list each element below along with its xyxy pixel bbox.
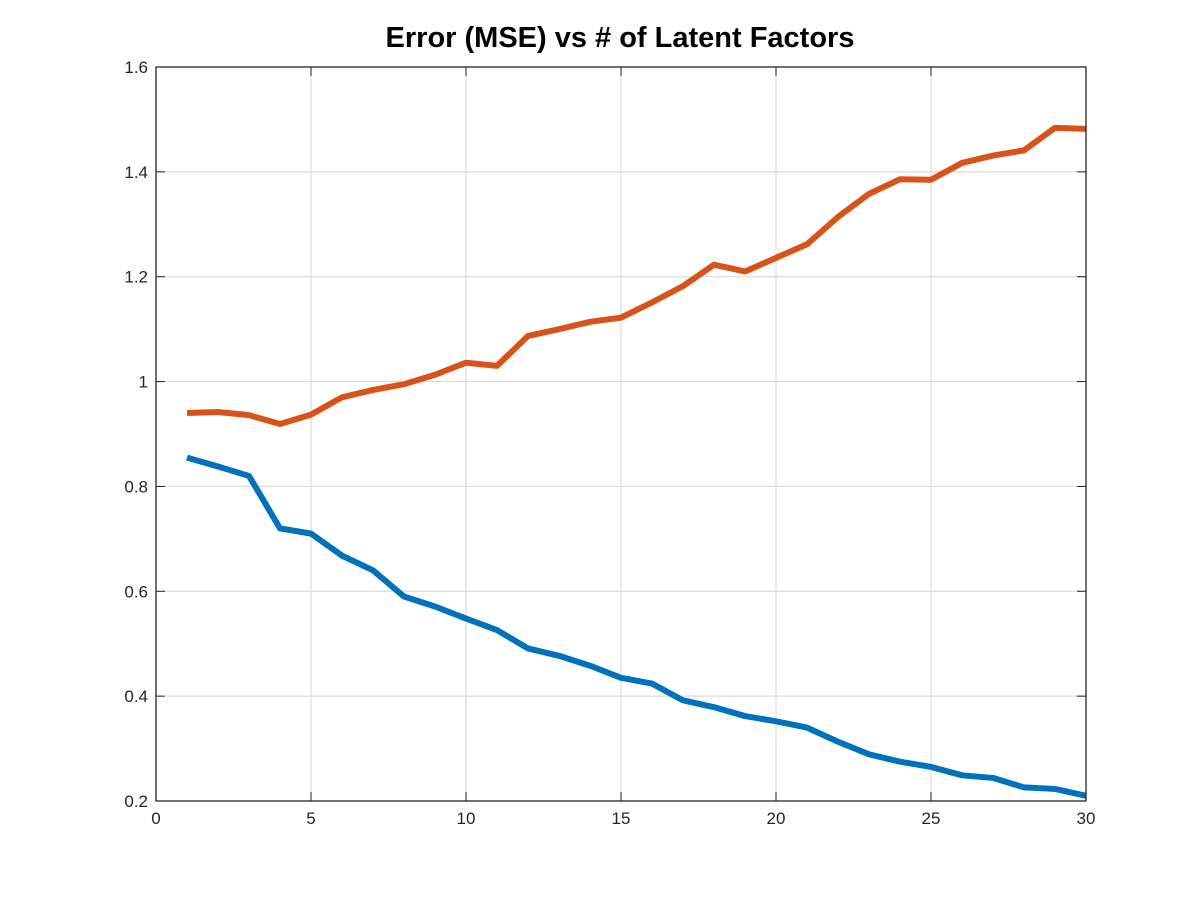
series-line-2 (186, 124, 1087, 428)
y-tick-label: 1 (139, 373, 148, 392)
x-tick-label: 10 (457, 809, 476, 828)
x-tick-label: 25 (922, 809, 941, 828)
axes (155, 66, 1087, 802)
y-tick-label: 0.2 (124, 792, 148, 811)
y-tick-label: 0.8 (124, 477, 148, 496)
x-tick-label: 15 (612, 809, 631, 828)
y-tick-label: 0.4 (124, 687, 148, 706)
chart-title: Error (MSE) vs # of Latent Factors (385, 22, 855, 54)
grid (156, 67, 1086, 801)
y-tick-label: 0.6 (124, 582, 148, 601)
series-layer (186, 124, 1087, 799)
x-tick-label: 0 (151, 809, 160, 828)
y-tick-label: 1.6 (124, 58, 148, 77)
series-line-1 (186, 454, 1087, 799)
y-tick-label: 1.4 (124, 163, 148, 182)
x-tick-label: 20 (767, 809, 786, 828)
x-tick-labels: 0 5 10 15 20 25 30 (151, 809, 1095, 828)
axes-box (155, 66, 1087, 802)
x-tick-label: 30 (1077, 809, 1096, 828)
y-tick-label: 1.2 (124, 268, 148, 287)
x-tick-label: 5 (306, 809, 315, 828)
y-tick-labels: 0.2 0.4 0.6 0.8 1 1.2 1.4 1.6 (124, 58, 148, 811)
